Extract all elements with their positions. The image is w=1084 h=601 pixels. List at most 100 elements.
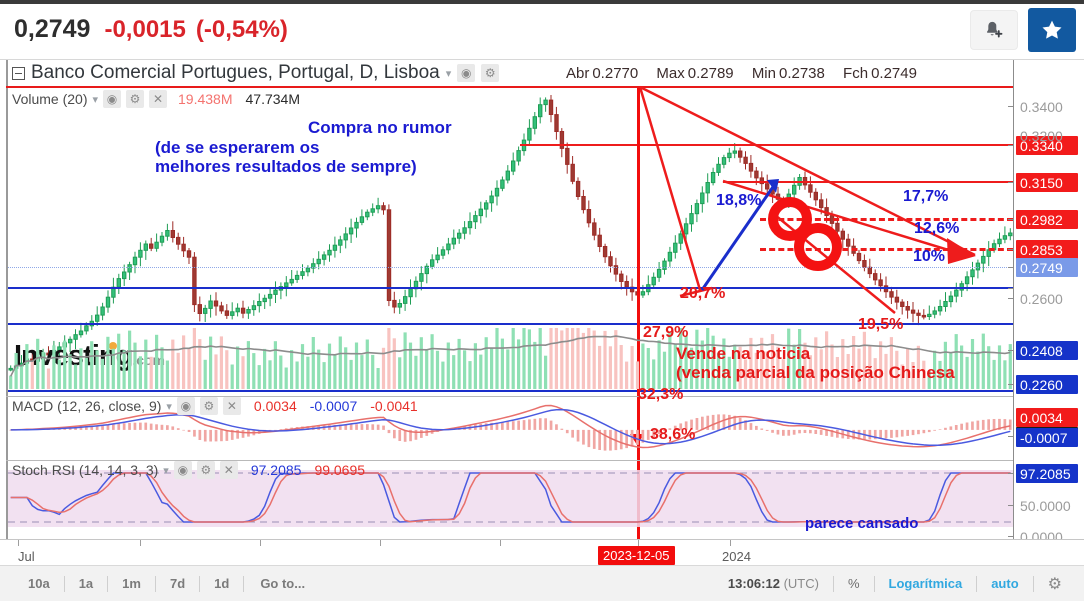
gear-icon[interactable]: ⚙ <box>1047 575 1062 593</box>
annotation-7: 20,7% <box>680 285 726 302</box>
chart-bottom-toolbar[interactable]: 10a 1a 1m 7d 1d Go to... 13:06:12 (UTC) … <box>0 565 1084 601</box>
highlight-circle-2 <box>794 223 842 271</box>
eye-icon[interactable]: ◉ <box>103 90 122 108</box>
macd-axis-label-0: 0.0034 <box>1016 408 1078 427</box>
volume-series <box>9 328 1012 389</box>
axis-tick <box>1008 288 1014 289</box>
stoch-axis-label-0: 97.2085 <box>1016 464 1078 483</box>
log-scale-button[interactable]: Logarítmica <box>888 576 963 591</box>
chart-container[interactable]: Banco Comercial Portugues, Portugal, D, … <box>0 60 1084 601</box>
macd-value: 0.0034 <box>253 398 297 414</box>
price-change: -0,0015 <box>104 15 186 43</box>
level-line-0.2260 <box>8 323 1013 325</box>
timeframe-7d[interactable]: 7d <box>169 576 186 591</box>
ohlc-value-open: 0.2770 <box>592 65 639 82</box>
date-tick <box>260 540 261 546</box>
macd-axis-label-1: -0.0007 <box>1016 428 1078 447</box>
stoch-overbought-band <box>8 470 1013 527</box>
annotation-1: (de se esperarem os <box>155 138 320 157</box>
axis-label-9: 0.2260 <box>1016 375 1078 394</box>
level-line-0.3150 <box>723 181 1013 183</box>
clock-timezone: (UTC) <box>783 576 819 591</box>
chevron-down-icon[interactable]: ▾ <box>445 67 452 80</box>
axis-label-1: 0.3340 <box>1016 136 1078 155</box>
timeframe-1d[interactable]: 1d <box>214 576 230 591</box>
date-tick <box>638 540 639 546</box>
stoch-rsi-series <box>8 472 1013 523</box>
percent-scale-button[interactable]: % <box>847 576 860 591</box>
eye-icon[interactable]: ◉ <box>173 461 192 479</box>
eye-icon[interactable]: ◉ <box>176 397 195 415</box>
divider <box>107 575 109 592</box>
annotation-8: 19,5% <box>858 316 904 333</box>
eye-icon[interactable]: ◉ <box>457 64 476 82</box>
close-icon[interactable]: ✕ <box>149 90 168 108</box>
gear-icon[interactable]: ⚙ <box>126 90 145 108</box>
volume-value: 19.438M <box>178 91 233 107</box>
divider <box>873 575 875 592</box>
annotation-2: melhores resultados de sempre) <box>155 157 417 176</box>
divider <box>832 575 834 592</box>
last-price: 0,2749 <box>14 15 91 43</box>
gear-icon[interactable]: ⚙ <box>481 64 500 82</box>
gear-icon[interactable]: ⚙ <box>199 397 218 415</box>
date-tick <box>140 540 141 546</box>
axis-label-2: 0.3200 <box>1020 127 1063 144</box>
axis-tick <box>1008 106 1014 107</box>
date-label-2024: 2024 <box>722 549 751 564</box>
axis-tick <box>1008 436 1014 437</box>
quote-bar: 0,2749 -0,0015 (-0,54%) <box>0 0 1084 60</box>
axis-tick <box>1008 384 1014 385</box>
timeframe-1m[interactable]: 1m <box>122 576 141 591</box>
ohlc-label-open: Abr <box>566 65 590 82</box>
gear-icon[interactable]: ⚙ <box>196 461 215 479</box>
event-vertical-line <box>637 88 640 600</box>
axis-label-last-price: 0.2749 <box>1016 258 1078 277</box>
timeframe-1a[interactable]: 1a <box>78 576 94 591</box>
axis-tick <box>1008 145 1014 146</box>
axis-tick <box>1008 249 1014 250</box>
create-alert-button[interactable] <box>970 10 1018 50</box>
annotation-13: 38,6% <box>650 426 696 443</box>
timeframe-10a[interactable]: 10a <box>28 576 50 591</box>
price-change-percent: (-0,54%) <box>195 15 288 43</box>
volume-ma-value: 47.734M <box>245 91 300 107</box>
clock-time: 13:06:12 <box>727 576 780 591</box>
divider <box>63 575 65 592</box>
axis-label-0: 0.3400 <box>1020 98 1063 115</box>
annotation-11: (venda parcial da posição Chinesa <box>676 363 955 382</box>
chart-title-row: Banco Comercial Portugues, Portugal, D, … <box>12 62 500 84</box>
level-line-0.3340 <box>520 144 1013 146</box>
ohlc-value-high: 0.2789 <box>687 65 734 82</box>
chevron-down-icon[interactable]: ▾ <box>163 464 169 477</box>
date-tick <box>500 540 501 546</box>
star-icon <box>1042 20 1062 39</box>
ohlc-value-close: 0.2749 <box>871 65 917 82</box>
annotation-4: 17,7% <box>903 188 949 205</box>
volume-pane[interactable] <box>8 322 1013 389</box>
divider <box>154 575 156 592</box>
volume-indicator-row: Volume (20) ▾ ◉ ⚙ ✕ 19.438M 47.734M <box>12 90 300 108</box>
axis-tick <box>1008 350 1014 351</box>
close-icon[interactable]: ✕ <box>219 461 238 479</box>
collapse-icon[interactable] <box>12 66 25 80</box>
stoch-rsi-pane[interactable] <box>8 462 1013 534</box>
chevron-down-icon[interactable]: ▾ <box>92 93 99 106</box>
date-tick <box>18 540 19 546</box>
pane-separator-macd <box>6 396 1013 397</box>
ohlc-value-low: 0.2738 <box>778 65 825 82</box>
annotation-0: Compra no rumor <box>308 118 452 137</box>
favorite-button[interactable] <box>1028 8 1076 52</box>
stoch-k-value: 97.2085 <box>250 462 302 478</box>
date-tick <box>730 540 731 546</box>
watermark-dot <box>109 342 117 350</box>
close-icon[interactable]: ✕ <box>222 397 241 415</box>
date-label-crosshair: 2023-12-05 <box>598 546 675 565</box>
axis-tick <box>1008 267 1014 268</box>
chevron-down-icon[interactable]: ▾ <box>166 400 172 413</box>
date-axis[interactable]: Jul 2023-12-05 2024 <box>0 539 1084 569</box>
macd-indicator-row: MACD (12, 26, close, 9) ▾ ◉ ⚙ ✕ 0.0034 -… <box>12 397 418 415</box>
date-label-jul: Jul <box>18 549 35 564</box>
goto-button[interactable]: Go to... <box>260 576 306 591</box>
auto-scale-button[interactable]: auto <box>991 576 1019 591</box>
